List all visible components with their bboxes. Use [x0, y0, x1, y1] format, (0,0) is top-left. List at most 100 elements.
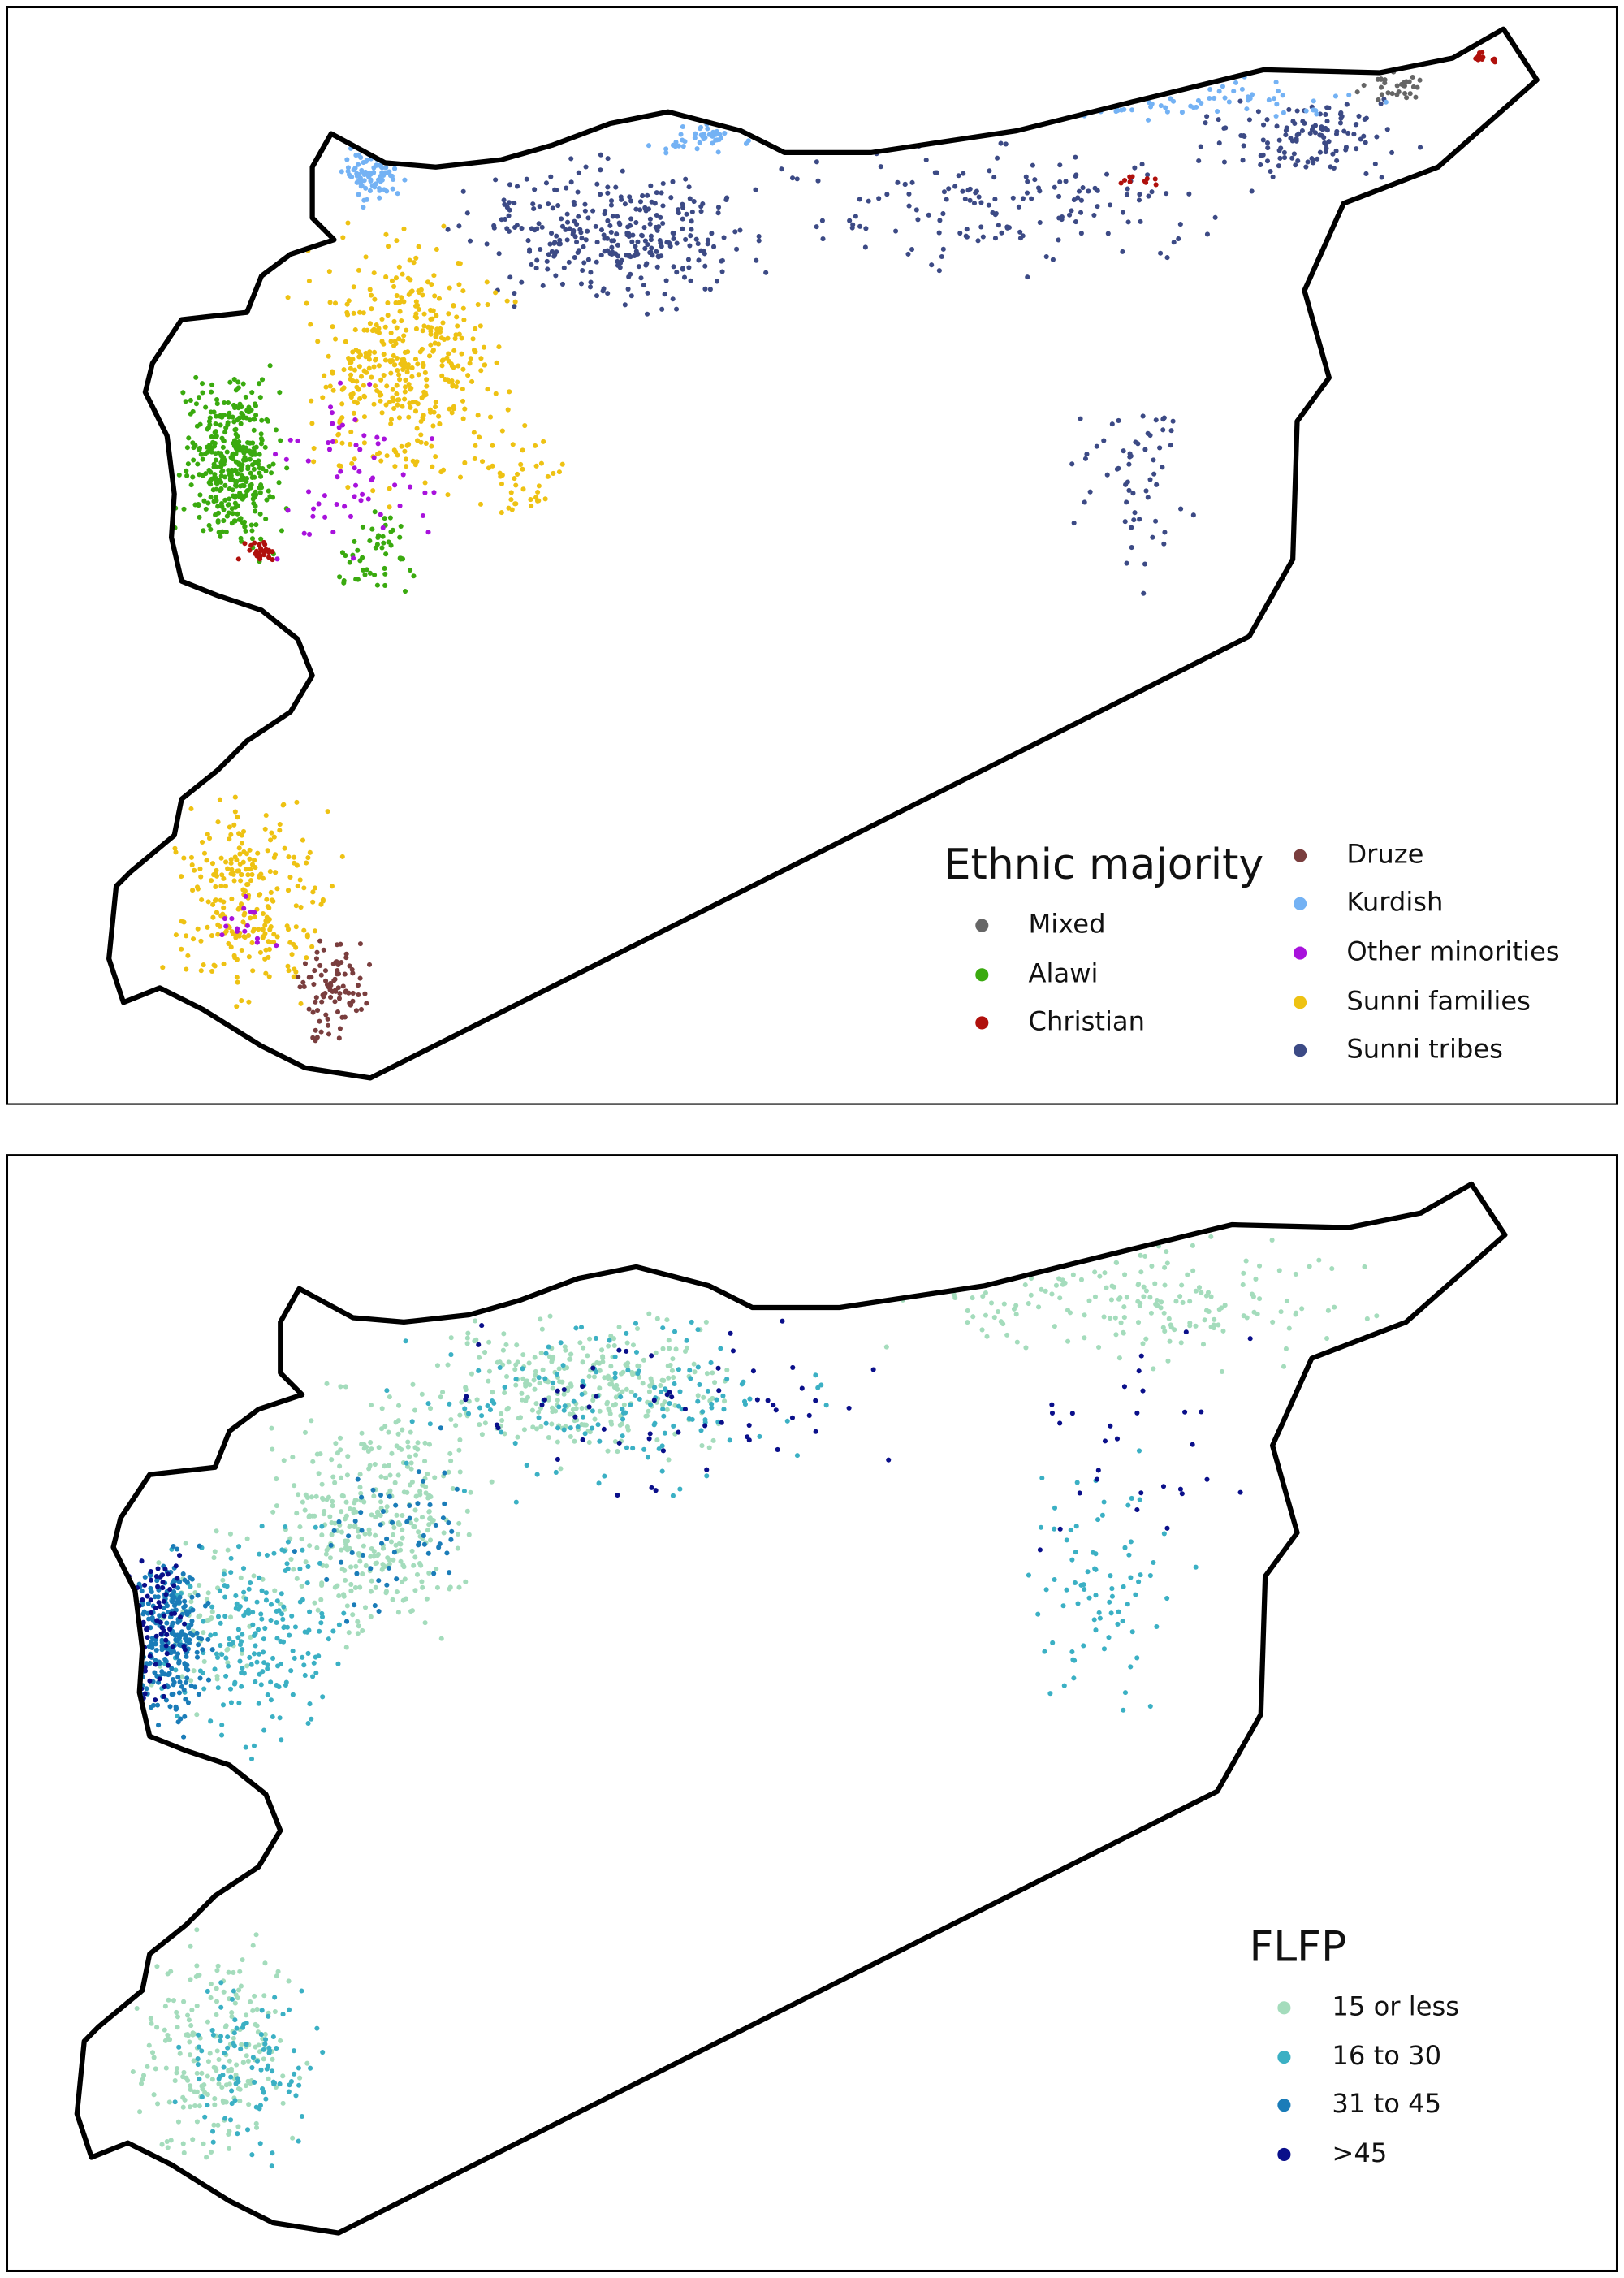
village-dot	[1155, 1303, 1160, 1308]
village-dot	[153, 2066, 158, 2072]
village-dot	[256, 1701, 261, 1706]
village-dot	[562, 1344, 568, 1350]
village-dot	[987, 168, 992, 174]
village-dot	[1180, 1299, 1186, 1305]
village-dot	[172, 1602, 178, 1608]
village-dot	[434, 331, 439, 336]
village-dot	[208, 2149, 214, 2155]
village-dot	[671, 236, 676, 241]
village-dot	[249, 2065, 255, 2071]
village-dot	[412, 462, 418, 468]
village-dot	[225, 502, 231, 508]
village-dot	[490, 1390, 495, 1395]
village-dot	[179, 1629, 185, 1635]
village-dot	[447, 1570, 452, 1576]
village-dot	[217, 797, 222, 802]
village-dot	[549, 1421, 555, 1427]
village-dot	[170, 1593, 175, 1599]
village-dot	[448, 1416, 454, 1423]
village-dot	[319, 1481, 325, 1487]
village-dot	[708, 1359, 714, 1365]
village-dot	[609, 244, 615, 250]
village-dot	[171, 1583, 177, 1589]
village-dot	[1145, 495, 1151, 500]
village-dot	[1073, 1524, 1079, 1529]
village-dot	[700, 1409, 706, 1415]
village-dot	[252, 914, 257, 920]
village-dot	[195, 1973, 201, 1978]
village-dot	[382, 187, 387, 192]
village-dot	[1104, 472, 1110, 478]
village-dot	[271, 1550, 277, 1556]
village-dot	[636, 264, 641, 270]
village-dot	[202, 2114, 208, 2120]
village-dot	[215, 510, 222, 516]
village-dot	[727, 1437, 732, 1443]
village-dot	[695, 241, 701, 247]
village-dot	[605, 184, 611, 190]
village-dot	[199, 1636, 205, 1642]
village-dot	[1096, 1610, 1102, 1615]
village-dot	[651, 1398, 657, 1403]
legend-title: Ethnic majority	[944, 841, 1263, 889]
village-dot	[227, 824, 232, 830]
village-dot	[214, 475, 219, 482]
village-dot	[388, 330, 394, 336]
village-dot	[1212, 214, 1218, 220]
village-dot	[426, 1508, 432, 1515]
village-dot	[704, 1371, 710, 1377]
village-dot	[461, 1488, 467, 1494]
village-dot	[714, 1397, 719, 1403]
village-dot	[231, 953, 237, 958]
village-dot	[201, 1630, 206, 1636]
village-dot	[181, 1999, 187, 2004]
village-dot	[300, 837, 306, 843]
village-dot	[1293, 1271, 1298, 1277]
village-dot	[140, 1619, 146, 1625]
village-dot	[667, 244, 673, 249]
village-dot	[1121, 448, 1126, 454]
village-dot	[446, 311, 451, 317]
village-dot	[549, 1405, 555, 1411]
village-dot	[286, 854, 292, 860]
village-dot	[277, 390, 283, 396]
village-dot	[698, 209, 704, 214]
village-dot	[1028, 1292, 1034, 1298]
village-dot	[249, 536, 256, 542]
village-dot	[721, 1407, 727, 1412]
village-dot	[266, 946, 272, 952]
village-dot	[179, 946, 184, 952]
village-dot	[349, 460, 355, 466]
village-dot	[501, 1331, 507, 1337]
village-dot	[1389, 91, 1395, 97]
village-dot	[314, 1008, 321, 1014]
village-dot	[412, 357, 419, 362]
village-dot	[532, 187, 538, 192]
village-dot	[233, 935, 239, 940]
village-dot	[222, 497, 228, 503]
village-dot	[1077, 1490, 1082, 1496]
village-dot	[215, 819, 221, 825]
village-dot	[238, 1983, 244, 1989]
village-dot	[637, 199, 644, 205]
village-dot	[1097, 1273, 1103, 1279]
village-dot	[990, 210, 996, 216]
village-dot	[356, 1534, 361, 1540]
village-dot	[315, 339, 321, 344]
village-dot	[304, 955, 309, 961]
village-dot	[183, 1541, 188, 1546]
village-dot	[1168, 443, 1173, 448]
village-dot	[381, 372, 387, 378]
village-dot	[357, 975, 363, 981]
village-dot	[414, 1571, 421, 1577]
village-dot	[618, 1394, 624, 1400]
village-dot	[641, 1357, 646, 1363]
village-dot	[1146, 117, 1151, 123]
village-dot	[269, 2163, 274, 2169]
village-dot	[390, 387, 395, 392]
village-dot	[387, 1472, 393, 1478]
village-dot	[361, 197, 367, 203]
village-dot	[1076, 188, 1082, 194]
village-dot	[248, 485, 253, 491]
village-dot	[1216, 89, 1222, 94]
